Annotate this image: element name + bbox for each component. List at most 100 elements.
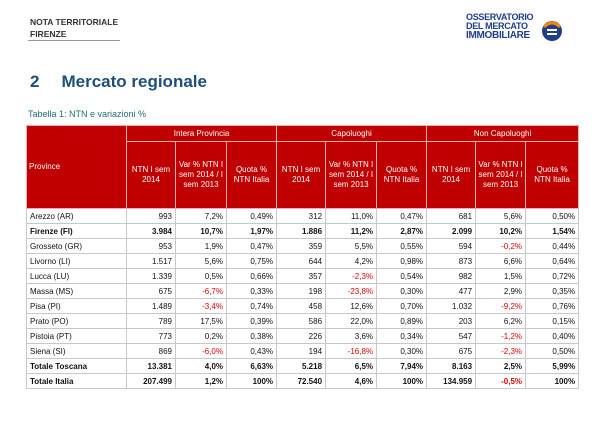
value-cell: 13.381 — [126, 358, 176, 374]
value-cell: 773 — [126, 328, 176, 344]
value-cell: 22,0% — [325, 313, 378, 329]
value-cell: 4,2% — [325, 253, 378, 269]
value-cell: -2,3% — [475, 343, 527, 359]
value-cell: 5,5% — [325, 238, 378, 254]
province-cell: Massa (MS) — [26, 283, 127, 299]
value-cell: 4,0% — [175, 358, 227, 374]
value-cell: -6,0% — [175, 343, 227, 359]
value-cell: 0,35% — [525, 283, 580, 299]
value-cell: 982 — [426, 268, 477, 284]
table-row: Lucca (LU) 1.339 0,5% 0,66% 357 -2,3% 0,54% 982… — [26, 268, 580, 284]
value-cell: 359 — [276, 238, 327, 254]
value-cell: 6,63% — [225, 358, 278, 374]
value-cell: 0,49% — [225, 208, 278, 224]
value-cell: 644 — [276, 253, 327, 269]
group-header: Non Capoluoghi — [426, 125, 580, 142]
value-cell: 681 — [426, 208, 477, 224]
group-header: Capoluoghi — [276, 125, 428, 142]
value-cell: 1,97% — [225, 223, 278, 239]
value-cell: 0,72% — [525, 268, 580, 284]
value-cell: 11,0% — [325, 208, 378, 224]
header-cell: Province — [26, 125, 127, 209]
province-cell: Totale Toscana — [26, 358, 127, 374]
value-cell: 789 — [126, 313, 176, 329]
table-caption: Tabella 1: NTN e variazioni % — [28, 109, 147, 119]
value-cell: 0,2% — [175, 328, 227, 344]
value-cell: 953 — [126, 238, 176, 254]
data-table: Province Intera Provincia Capoluoghi Non Ca… — [26, 125, 580, 389]
value-cell: -6,7% — [175, 283, 227, 299]
value-cell: 0,47% — [225, 238, 278, 254]
table-row: Totale Italia 207.499 1,2% 100% 72.540 4,6% 10… — [26, 373, 580, 389]
value-cell: 5.218 — [276, 358, 327, 374]
group-header: Intera Provincia — [125, 125, 278, 142]
value-cell: 207.499 — [126, 373, 176, 389]
value-cell: 873 — [426, 253, 477, 269]
column-header: NTN I sem 2014 — [276, 141, 327, 209]
column-header: Quota % NTN Italia — [525, 141, 580, 209]
value-cell: 100% — [525, 373, 580, 389]
value-cell: 0,50% — [525, 208, 580, 224]
province-cell: Grosseto (GR) — [26, 238, 127, 254]
value-cell: 5,6% — [175, 253, 227, 269]
value-cell: 0,47% — [376, 208, 428, 224]
column-header-row: NTN I sem 2014 Var % NTN I sem 2014 / I s… — [27, 141, 580, 209]
value-cell: -9,2% — [475, 298, 527, 314]
column-header: Quota % NTN Italia — [376, 141, 428, 209]
value-cell: 675 — [426, 343, 477, 359]
value-cell: 0,30% — [376, 283, 428, 299]
value-cell: 0,40% — [525, 328, 580, 344]
value-cell: 0,15% — [525, 313, 580, 329]
province-cell: Livorno (LI) — [26, 253, 127, 269]
table-row: Grosseto (GR) 953 1,9% 0,47% 359 5,5% 0,55% 594… — [26, 238, 580, 254]
value-cell: 203 — [426, 313, 477, 329]
value-cell: 226 — [276, 328, 327, 344]
column-header: Quota % NTN Italia — [225, 141, 278, 209]
value-cell: 0,54% — [376, 268, 428, 284]
value-cell: 0,64% — [525, 253, 580, 269]
value-cell: 0,50% — [525, 343, 580, 359]
value-cell: 2,9% — [475, 283, 527, 299]
value-cell: 194 — [276, 343, 327, 359]
logo: OSSERVATORIO DEL MERCATO IMMOBILIARE — [466, 13, 534, 41]
column-header: NTN I sem 2014 — [126, 141, 176, 209]
value-cell: 2.099 — [426, 223, 477, 239]
value-cell: 675 — [126, 283, 176, 299]
value-cell: 10,2% — [475, 223, 527, 239]
value-cell: 357 — [276, 268, 327, 284]
logo-icon — [542, 21, 562, 41]
value-cell: 1.032 — [426, 298, 477, 314]
value-cell: 586 — [276, 313, 327, 329]
value-cell: 0,34% — [376, 328, 428, 344]
value-cell: 12,6% — [325, 298, 378, 314]
table-row: Pisa (PI) 1.489 -3,4% 0,74% 458 12,6% 0,70% 1.0… — [26, 298, 580, 314]
value-cell: 10,7% — [175, 223, 227, 239]
table-row: Prato (PO) 789 17,5% 0,39% 586 22,0% 0,89% 203 6… — [26, 313, 580, 329]
logo-line: DEL MERCATO — [466, 21, 528, 31]
value-cell: 2,5% — [475, 358, 527, 374]
value-cell: 0,30% — [376, 343, 428, 359]
value-cell: 1,54% — [525, 223, 580, 239]
value-cell: 1,5% — [475, 268, 527, 284]
value-cell: 869 — [126, 343, 176, 359]
value-cell: 134.959 — [426, 373, 477, 389]
value-cell: 0,75% — [225, 253, 278, 269]
value-cell: 198 — [276, 283, 327, 299]
value-cell: 4,6% — [325, 373, 378, 389]
column-header: Var % NTN I sem 2014 / I sem 2013 — [175, 141, 227, 209]
province-cell: Siena (SI) — [26, 343, 127, 359]
province-cell: Lucca (LU) — [26, 268, 127, 284]
value-cell: 0,43% — [225, 343, 278, 359]
value-cell: 7,2% — [175, 208, 227, 224]
doc-subtitle: FIRENZE — [30, 29, 67, 39]
table-row: Massa (MS) 675 -6,7% 0,33% 198 -23,8% 0,30% 477… — [26, 283, 580, 299]
section-number: 2 — [30, 72, 40, 91]
value-cell: -1,2% — [475, 328, 527, 344]
value-cell: -0,5% — [475, 373, 527, 389]
province-cell: Pisa (PI) — [26, 298, 127, 314]
value-cell: 594 — [426, 238, 477, 254]
value-cell: 2,87% — [376, 223, 428, 239]
table-row: Arezzo (AR) 993 7,2% 0,49% 312 11,0% 0,47% 681 5… — [26, 208, 580, 224]
value-cell: 6,5% — [325, 358, 378, 374]
doc-title: NOTA TERRITORIALE — [30, 17, 119, 27]
